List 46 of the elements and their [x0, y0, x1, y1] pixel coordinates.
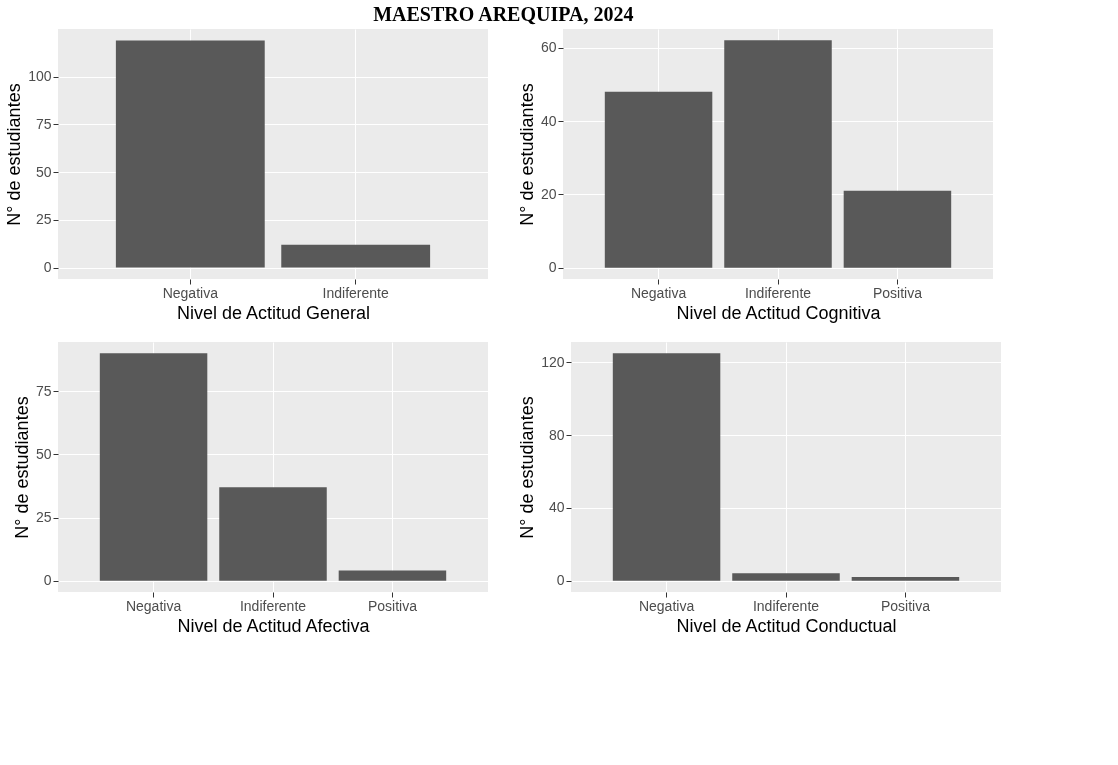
- x-tick-label: Negativa: [638, 597, 695, 614]
- x-tick-label: Negativa: [125, 597, 182, 614]
- bar: [843, 190, 952, 268]
- bar: [851, 577, 960, 581]
- y-tick-label: 120: [541, 353, 565, 370]
- y-tick-label: 0: [556, 572, 565, 589]
- x-tick-label: Indiferente: [752, 597, 820, 614]
- y-tick-label: 40: [540, 112, 557, 129]
- x-axis-title: Nivel de Actitud Afectiva: [177, 615, 371, 636]
- bar: [724, 40, 832, 268]
- y-axis-title: N° de estudiantes: [516, 83, 537, 226]
- bar: [219, 487, 327, 581]
- bar: [612, 353, 721, 581]
- bar: [338, 570, 447, 581]
- x-axis-title: Nivel de Actitud Cognitiva: [676, 302, 882, 323]
- bar: [99, 353, 208, 581]
- x-tick-label: Indiferente: [239, 597, 307, 614]
- chart-title: MAESTRO AREQUIPA, 2024: [373, 3, 634, 25]
- x-tick-label: Indiferente: [744, 284, 812, 301]
- y-tick-label: 75: [35, 115, 52, 132]
- x-axis-title: Nivel de Actitud Conductual: [676, 615, 897, 636]
- y-tick-label: 0: [43, 259, 52, 276]
- x-tick-label: Indiferente: [322, 284, 389, 301]
- bar: [604, 91, 713, 268]
- y-tick-label: 50: [35, 163, 52, 180]
- x-tick-label: Negativa: [630, 284, 687, 301]
- y-tick-label: 25: [35, 211, 52, 228]
- y-tick-label: 80: [548, 426, 565, 443]
- x-tick-label: Positiva: [880, 597, 931, 614]
- y-axis-title: N° de estudiantes: [11, 396, 32, 539]
- y-tick-label: 40: [548, 499, 565, 516]
- y-tick-label: 60: [540, 39, 557, 56]
- y-tick-label: 25: [35, 509, 52, 526]
- y-axis-title: N° de estudiantes: [517, 396, 538, 539]
- y-axis-title: N° de estudiantes: [4, 83, 25, 226]
- y-tick-label: 75: [35, 382, 52, 399]
- x-tick-label: Negativa: [162, 284, 219, 301]
- y-tick-label: 50: [35, 445, 52, 462]
- y-tick-label: 100: [28, 68, 52, 85]
- x-tick-label: Positiva: [367, 597, 418, 614]
- x-axis-title: Nivel de Actitud General: [176, 302, 371, 323]
- y-tick-label: 0: [43, 572, 52, 589]
- bar: [732, 573, 840, 581]
- y-tick-label: 0: [548, 259, 557, 276]
- y-tick-label: 20: [540, 185, 557, 202]
- x-tick-label: Positiva: [872, 284, 923, 301]
